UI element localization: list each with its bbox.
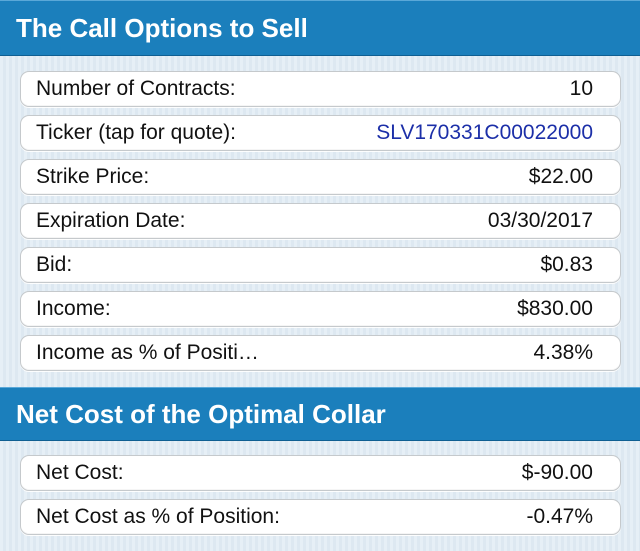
row-value: $830.00 (517, 297, 593, 320)
section-title: The Call Options to Sell (16, 12, 308, 43)
row-value: -0.47% (526, 505, 593, 528)
row-expiration-date: Expiration Date: 03/30/2017 (20, 203, 621, 239)
row-value: $0.83 (540, 253, 593, 276)
row-label: Income as % of Positi… (36, 341, 259, 364)
section-header-call-options: The Call Options to Sell (0, 0, 640, 56)
section-title: Net Cost of the Optimal Collar (16, 398, 386, 429)
row-label: Bid: (36, 253, 73, 276)
ticker-quote-link[interactable]: SLV170331C00022000 (376, 121, 593, 144)
row-label: Net Cost: (36, 461, 124, 484)
row-label: Strike Price: (36, 165, 150, 188)
row-label: Ticker (tap for quote): (36, 121, 236, 144)
row-bid: Bid: $0.83 (20, 247, 621, 283)
row-net-cost: Net Cost: $-90.00 (20, 455, 621, 491)
row-label: Net Cost as % of Position: (36, 505, 280, 528)
row-value: 4.38% (533, 341, 593, 364)
row-value: $-90.00 (521, 461, 593, 484)
row-value: 03/30/2017 (487, 209, 593, 232)
row-income-percent: Income as % of Positi… 4.38% (20, 335, 621, 371)
row-ticker[interactable]: Ticker (tap for quote): SLV170331C000220… (20, 115, 621, 151)
row-strike-price: Strike Price: $22.00 (20, 159, 621, 195)
row-value: 10 (569, 77, 593, 100)
row-number-of-contracts: Number of Contracts: 10 (20, 71, 621, 107)
row-net-cost-percent: Net Cost as % of Position: -0.47% (20, 499, 621, 535)
row-label: Income: (36, 297, 111, 320)
row-label: Number of Contracts: (36, 77, 236, 100)
row-income: Income: $830.00 (20, 291, 621, 327)
row-value: $22.00 (528, 165, 593, 188)
row-label: Expiration Date: (36, 209, 186, 232)
section-header-net-cost: Net Cost of the Optimal Collar (0, 387, 640, 441)
